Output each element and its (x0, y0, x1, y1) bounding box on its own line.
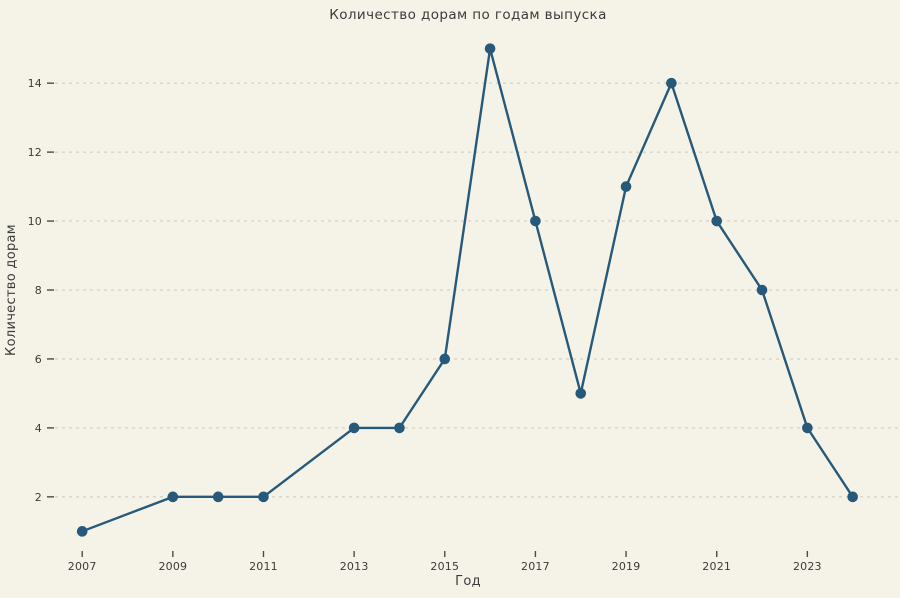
y-tick-label: 2 (35, 491, 42, 504)
y-tick-label: 4 (35, 422, 42, 435)
y-tick-label: 10 (28, 215, 42, 228)
data-point (847, 491, 858, 503)
x-axis-label: Год (455, 574, 481, 589)
x-tick-label: 2009 (158, 560, 187, 573)
y-tick-label: 8 (35, 284, 42, 297)
y-tick-label: 14 (28, 77, 42, 90)
x-tick-label: 2007 (68, 560, 97, 573)
data-point (530, 215, 541, 227)
x-tick-label: 2021 (702, 560, 731, 573)
data-point (394, 422, 405, 434)
y-tick-label: 12 (28, 146, 42, 159)
data-point (575, 388, 587, 399)
data-point (802, 422, 813, 434)
data-point (484, 43, 496, 54)
data-point (666, 77, 677, 89)
data-line (80, 47, 854, 533)
x-tick-label: 2013 (340, 560, 369, 573)
data-point (76, 526, 88, 537)
data-point (348, 422, 360, 434)
x-tick-label: 2015 (430, 560, 459, 573)
data-point (212, 491, 224, 503)
y-tick-label: 6 (35, 353, 42, 366)
x-tick-label: 2019 (612, 560, 641, 573)
data-point (439, 353, 451, 365)
data-point (167, 491, 179, 503)
data-point (620, 181, 632, 192)
chart-title: Количество дорам по годам выпуска (329, 7, 607, 23)
data-point (711, 215, 723, 227)
data-point (756, 284, 768, 296)
x-tick-label: 2023 (793, 560, 822, 573)
data-point (258, 491, 269, 503)
x-tick-label: 2011 (249, 560, 278, 573)
x-tick-label: 2017 (521, 560, 550, 573)
